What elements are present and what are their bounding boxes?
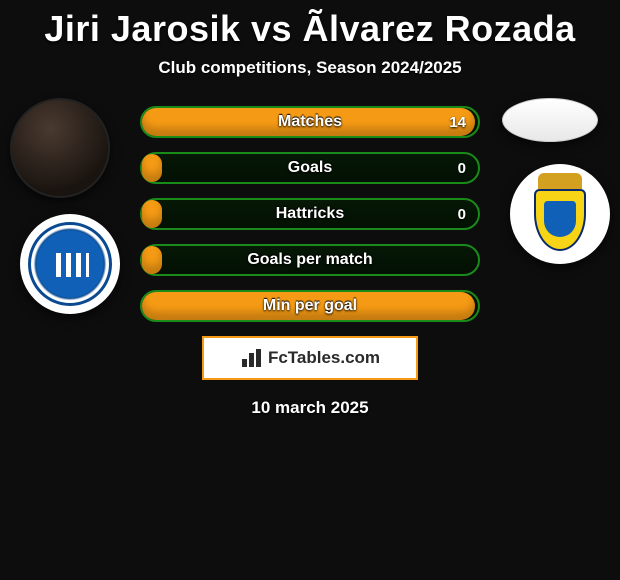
stat-value-right: 14 [449,106,466,138]
stat-label: Matches [140,106,480,138]
bar-chart-icon [240,349,262,367]
stat-row: Goals0 [140,152,480,184]
stat-row: Hattricks0 [140,198,480,230]
stat-label: Goals [140,152,480,184]
stat-label: Min per goal [140,290,480,322]
stat-label: Goals per match [140,244,480,276]
comparison-title: Jiri Jarosik vs Ãlvarez Rozada [0,0,620,50]
stat-row: Matches14 [140,106,480,138]
stat-value-right: 0 [458,198,466,230]
stat-row: Goals per match [140,244,480,276]
club-right-badge [510,164,610,264]
club-left-badge [20,214,120,314]
comparison-date: 10 march 2025 [0,398,620,418]
stat-value-right: 0 [458,152,466,184]
chart-area: Matches14Goals0Hattricks0Goals per match… [0,106,620,418]
stat-row: Min per goal [140,290,480,322]
stat-label: Hattricks [140,198,480,230]
alaves-crest-icon [28,222,112,306]
branding-text: FcTables.com [268,348,380,368]
player-left-photo [10,98,110,198]
laspalmas-crest-icon [524,171,596,257]
stat-bars: Matches14Goals0Hattricks0Goals per match… [140,106,480,322]
comparison-subtitle: Club competitions, Season 2024/2025 [0,58,620,78]
player-right-photo [502,98,598,142]
branding-box[interactable]: FcTables.com [202,336,418,380]
